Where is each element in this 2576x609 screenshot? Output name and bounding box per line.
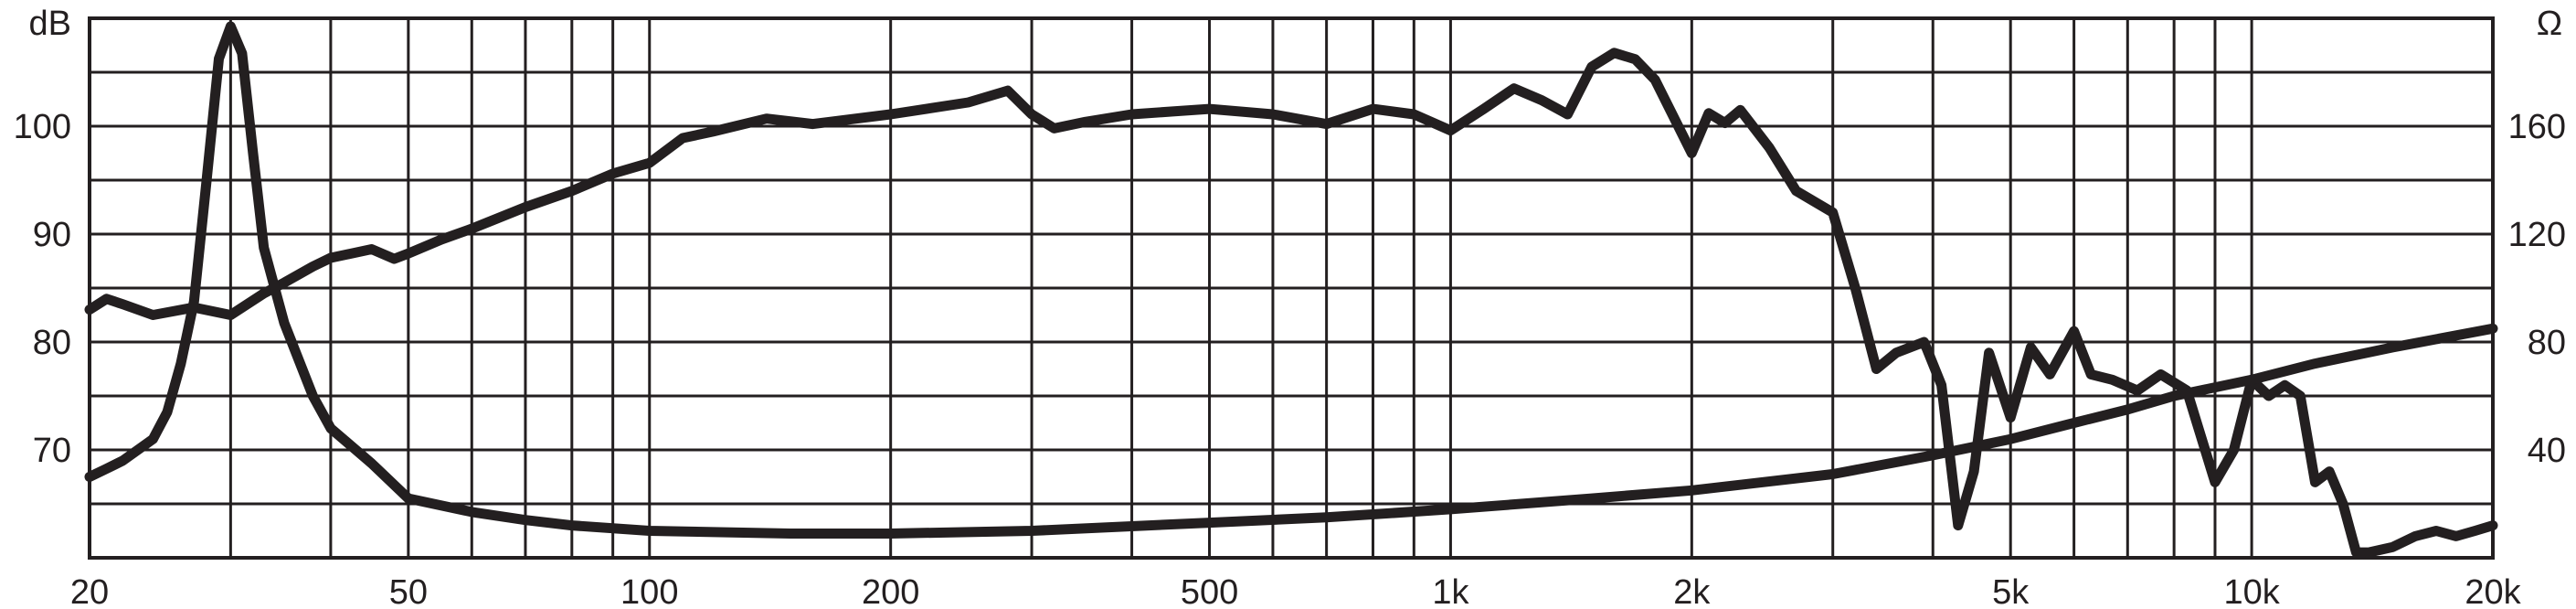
right-y-tick-label: 120 [2508,216,2566,254]
x-tick-label: 2k [1673,573,1711,609]
x-tick-label: 1k [1432,573,1469,609]
series-group [84,21,2498,558]
left-axis-unit: dB [29,5,71,43]
left-y-tick-label: 70 [33,432,71,470]
right-y-tick-label: 80 [2528,324,2566,362]
x-tick-label: 20k [2465,573,2521,609]
x-tick-label: 10k [2223,573,2280,609]
left-y-tick-label: 80 [33,324,71,362]
spl-curve [84,48,2498,558]
right-y-tick-label: 160 [2508,108,2566,146]
left-y-tick-label: 90 [33,216,71,254]
x-tick-label: 20 [70,573,109,609]
left-y-tick-label: 100 [14,108,71,146]
tick-labels: 20 50 100 200 500 1k 2k 5k 10k 20k 70 80 90 100 40 80 12… [14,5,2566,609]
right-axis-unit: Ω [2537,5,2562,43]
plot-frame [88,16,2495,560]
impedance-curve [84,21,2498,539]
x-tick-label: 500 [1181,573,1238,609]
x-tick-label: 200 [862,573,919,609]
x-tick-label: 100 [620,573,678,609]
x-tick-label: 5k [1992,573,2030,609]
x-tick-label: 50 [389,573,428,609]
grid [88,16,2495,560]
right-y-tick-label: 40 [2528,432,2566,470]
